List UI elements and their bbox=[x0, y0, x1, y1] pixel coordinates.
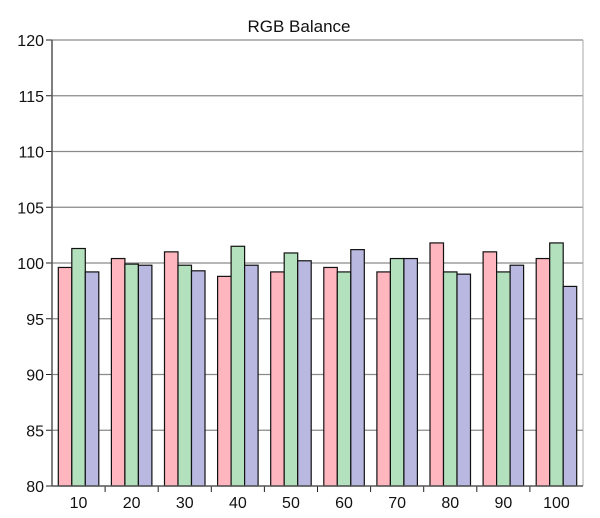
bar-green-50 bbox=[283, 252, 299, 487]
bar-green-70 bbox=[389, 257, 405, 487]
bar-red-20 bbox=[110, 257, 126, 487]
bar-green-40 bbox=[230, 245, 246, 487]
chart-title: RGB Balance bbox=[248, 17, 351, 36]
bar-red-70 bbox=[376, 271, 391, 487]
bar-blue-100 bbox=[562, 285, 578, 487]
y-tick-label: 95 bbox=[26, 312, 44, 329]
y-tick-label: 100 bbox=[17, 256, 44, 273]
y-tick-label: 90 bbox=[26, 368, 44, 385]
bar-green-100 bbox=[549, 242, 564, 487]
bar-blue-50 bbox=[297, 260, 312, 487]
bar-blue-20 bbox=[137, 264, 153, 487]
bar-blue-70 bbox=[403, 257, 418, 487]
bar-red-90 bbox=[482, 251, 498, 487]
x-tick-label: 90 bbox=[494, 495, 512, 512]
bar-blue-80 bbox=[456, 273, 472, 487]
bar-red-30 bbox=[163, 251, 179, 487]
y-tick-label: 85 bbox=[26, 423, 44, 440]
bar-green-20 bbox=[124, 263, 140, 487]
bar-green-30 bbox=[177, 264, 193, 487]
bar-red-100 bbox=[535, 257, 551, 487]
x-tick-label: 50 bbox=[282, 495, 300, 512]
y-tick-label: 110 bbox=[18, 145, 44, 162]
axes: 80 85 90 95 100 105 110 115 120 10 20 30 40 50 60 70 80 9… bbox=[17, 33, 584, 512]
bar-red-10 bbox=[57, 266, 73, 487]
x-tick-label: 40 bbox=[229, 495, 247, 512]
y-tick-label: 80 bbox=[26, 479, 44, 496]
x-tick-label: 70 bbox=[388, 495, 406, 512]
x-tick-label: 10 bbox=[70, 495, 88, 512]
bars bbox=[57, 242, 578, 487]
x-tick-label: 60 bbox=[335, 495, 353, 512]
bar-blue-30 bbox=[190, 270, 206, 487]
bar-blue-90 bbox=[509, 264, 525, 487]
bar-blue-40 bbox=[244, 264, 259, 487]
y-tick-label: 115 bbox=[18, 89, 44, 106]
bar-blue-60 bbox=[350, 249, 365, 487]
bar-red-40 bbox=[217, 275, 232, 487]
bar-green-90 bbox=[496, 271, 511, 487]
bar-red-80 bbox=[429, 242, 445, 487]
bar-red-50 bbox=[270, 271, 285, 487]
y-tick-label: 105 bbox=[17, 200, 44, 217]
bar-green-60 bbox=[336, 271, 352, 487]
x-tick-label: 100 bbox=[543, 495, 570, 512]
bar-green-10 bbox=[71, 247, 86, 487]
x-tick-label: 80 bbox=[441, 495, 459, 512]
y-tick-label: 120 bbox=[17, 33, 44, 50]
x-tick-label: 20 bbox=[123, 495, 141, 512]
bar-red-60 bbox=[323, 266, 338, 487]
bar-blue-10 bbox=[84, 271, 100, 487]
bar-green-80 bbox=[442, 271, 458, 487]
x-tick-label: 30 bbox=[176, 495, 194, 512]
